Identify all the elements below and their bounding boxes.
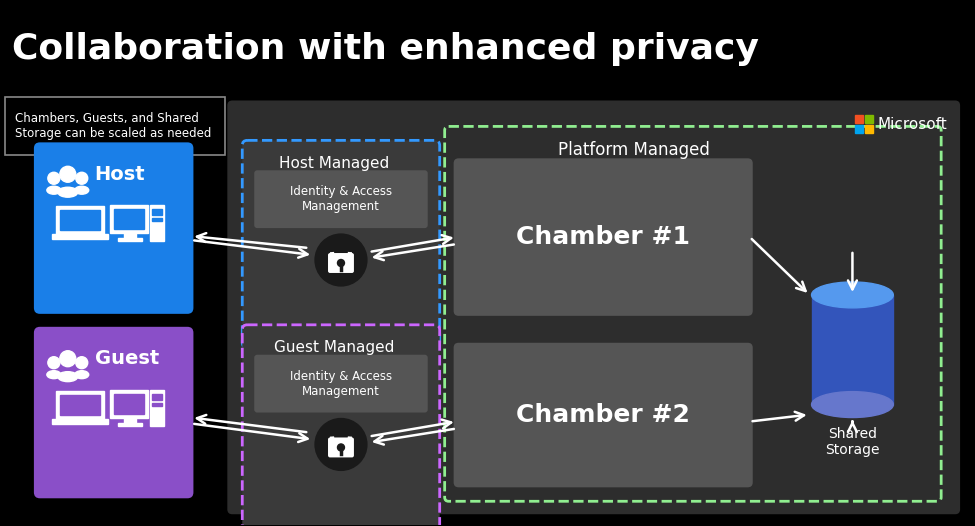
Bar: [151, 393, 162, 400]
Text: Identity & Access
Management: Identity & Access Management: [290, 185, 392, 213]
FancyBboxPatch shape: [242, 140, 440, 348]
FancyBboxPatch shape: [254, 355, 428, 412]
Bar: [59, 210, 99, 230]
Circle shape: [315, 419, 367, 470]
Bar: [109, 390, 147, 418]
Circle shape: [76, 357, 88, 369]
Bar: [151, 209, 162, 215]
FancyBboxPatch shape: [5, 97, 225, 155]
Bar: [855, 115, 864, 124]
Ellipse shape: [47, 186, 60, 194]
Bar: [151, 402, 162, 406]
Bar: [124, 233, 136, 238]
Text: Shared
Storage: Shared Storage: [825, 427, 879, 457]
Ellipse shape: [811, 282, 893, 308]
Bar: [109, 205, 147, 233]
FancyBboxPatch shape: [328, 438, 354, 458]
Text: Chamber #1: Chamber #1: [516, 225, 690, 249]
Bar: [124, 418, 136, 422]
FancyBboxPatch shape: [34, 143, 193, 314]
Text: Guest: Guest: [95, 349, 159, 368]
Ellipse shape: [75, 371, 89, 379]
Bar: [118, 238, 141, 241]
Circle shape: [59, 166, 76, 182]
Bar: [865, 115, 873, 124]
FancyBboxPatch shape: [227, 100, 960, 514]
Bar: [114, 393, 143, 413]
FancyBboxPatch shape: [242, 325, 440, 526]
Circle shape: [48, 357, 59, 369]
Ellipse shape: [58, 372, 78, 382]
FancyBboxPatch shape: [453, 343, 753, 487]
FancyBboxPatch shape: [34, 327, 193, 498]
Ellipse shape: [811, 392, 893, 418]
Bar: [52, 419, 107, 423]
Text: Platform Managed: Platform Managed: [559, 141, 710, 159]
Bar: [151, 218, 162, 221]
Circle shape: [76, 173, 88, 184]
Bar: [56, 206, 103, 234]
Bar: [855, 125, 864, 133]
Bar: [118, 422, 141, 426]
Ellipse shape: [75, 186, 89, 194]
Text: Host: Host: [95, 165, 145, 184]
Text: Collaboration with enhanced privacy: Collaboration with enhanced privacy: [12, 32, 759, 66]
Bar: [865, 125, 873, 133]
Bar: [52, 234, 107, 239]
Circle shape: [337, 444, 344, 451]
Bar: [114, 209, 143, 229]
FancyBboxPatch shape: [453, 158, 753, 316]
Text: Identity & Access
Management: Identity & Access Management: [290, 370, 392, 398]
Text: Microsoft: Microsoft: [878, 117, 947, 132]
Ellipse shape: [47, 371, 60, 379]
Circle shape: [59, 351, 76, 367]
Text: Host Managed: Host Managed: [279, 156, 389, 171]
Text: Chamber #2: Chamber #2: [516, 402, 690, 427]
FancyBboxPatch shape: [328, 253, 354, 273]
Bar: [149, 390, 164, 426]
Text: Guest Managed: Guest Managed: [274, 340, 395, 355]
Circle shape: [337, 259, 344, 267]
Text: Chambers, Guests, and Shared
Storage can be scaled as needed: Chambers, Guests, and Shared Storage can…: [15, 113, 212, 140]
Bar: [811, 295, 893, 404]
Bar: [59, 394, 99, 414]
Bar: [56, 391, 103, 419]
Bar: [149, 205, 164, 241]
Circle shape: [315, 234, 367, 286]
Circle shape: [48, 173, 59, 184]
Ellipse shape: [58, 187, 78, 197]
FancyBboxPatch shape: [254, 170, 428, 228]
